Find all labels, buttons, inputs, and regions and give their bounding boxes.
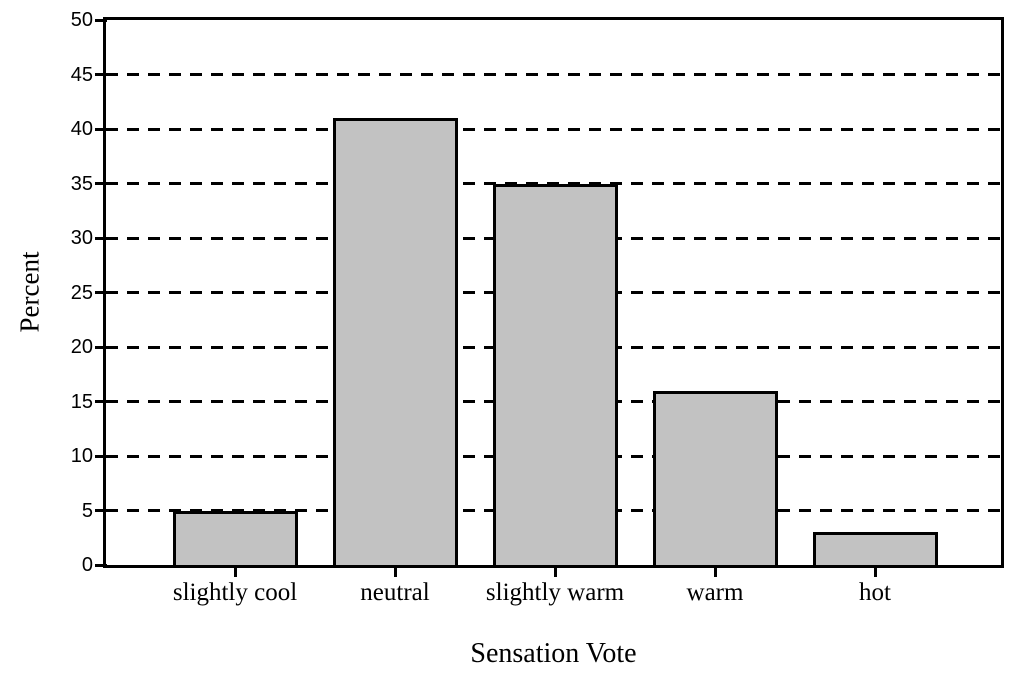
y-tick-label-0: 0 [81,554,93,576]
bar-slightly-cool [172,510,298,565]
y-tick-45 [95,73,107,76]
bar-slightly-warm [492,183,618,565]
y-tick-50 [95,18,107,22]
y-tick-label-20: 20 [70,336,93,358]
x-tick-label-warm: warm [686,579,744,606]
y-tick-25 [95,291,107,294]
bar-hot [812,532,938,565]
x-tick-neutral [393,568,397,577]
y-tick-0 [95,563,107,567]
y-tick-label-45: 45 [70,63,93,86]
bar-warm [652,390,778,565]
x-tick-label-slightly-cool: slightly cool [172,579,298,606]
x-tick-slightly-warm [553,568,557,577]
y-tick-label-40: 40 [70,118,93,140]
y-tick-label-5: 5 [81,499,93,522]
y-tick-label-30: 30 [70,227,93,249]
plot-area: slightly cool neutral slightly warm warm hot… [71,9,1004,606]
x-tick-label-hot: hot [859,579,891,606]
y-tick-20 [95,345,107,349]
y-tick-5 [95,509,107,512]
y-tick-15 [95,400,107,403]
y-tick-label-35: 35 [70,172,93,195]
x-tick-slightly-cool [233,568,237,577]
y-tick-40 [95,127,107,131]
gridline-45 [106,73,1001,76]
x-tick-label-slightly-warm: slightly warm [485,579,625,606]
y-tick-label-10: 10 [70,445,93,467]
x-tick-label-neutral: neutral [360,579,430,606]
y-tick-label-15: 15 [70,390,93,413]
bar-neutral [332,118,458,565]
x-axis-title: Sensation Vote [470,638,637,669]
x-tick-hot [873,568,877,577]
y-axis-title: Percent [14,251,45,333]
y-tick-label-50: 50 [70,9,93,31]
x-tick-warm [713,568,717,577]
gridline-40 [106,127,1001,131]
y-tick-label-25: 25 [70,281,93,304]
y-tick-10 [95,454,107,458]
y-tick-35 [95,182,107,185]
y-tick-30 [95,236,107,240]
